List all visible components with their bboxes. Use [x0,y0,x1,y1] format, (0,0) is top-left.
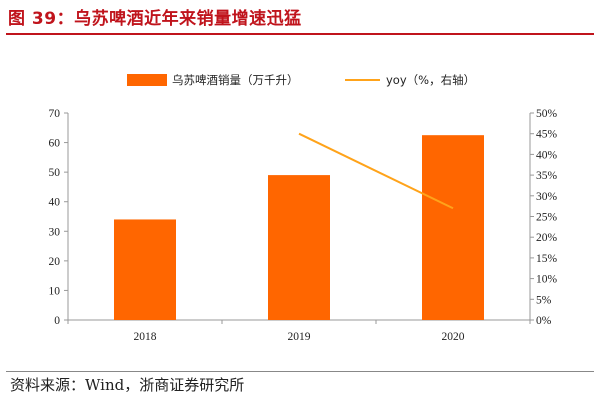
legend-label-line: yoy（%，右轴） [386,73,475,87]
right-tick-label: 5% [536,294,552,306]
legend-swatch-bar [127,74,167,86]
source-divider [6,371,594,372]
x-tick-label: 2019 [288,331,311,343]
legend-label-bar: 乌苏啤酒销量（万千升） [172,73,299,87]
left-tick-label: 60 [49,138,61,150]
left-tick-label: 70 [49,108,61,120]
left-tick-label: 40 [49,197,61,209]
yoy-line [298,132,454,210]
left-tick-label: 30 [49,226,61,238]
right-tick-label: 10% [536,274,558,286]
right-tick-label: 0% [536,315,552,327]
right-tick-label: 50% [536,108,558,120]
chart: 0 10 20 30 40 50 60 70 0% 5% 10% 15% 20% 25% 30% 35% 40%… [49,73,558,343]
right-tick-label: 15% [536,253,558,265]
x-tick-label: 2018 [134,331,157,343]
right-tick-label: 20% [536,232,558,244]
right-tick-label: 40% [536,149,558,161]
left-tick-label: 0 [54,315,60,327]
title-divider [6,33,594,35]
right-tick-label: 35% [536,170,558,182]
bar [268,175,330,320]
right-tick-label: 25% [536,212,558,224]
x-tick-label: 2020 [442,331,465,343]
bar [422,135,484,320]
left-tick-label: 10 [49,285,61,297]
chart-title: 图 39：乌苏啤酒近年来销量增速迅猛 [8,9,302,29]
left-tick-label: 50 [49,167,61,179]
right-tick-label: 30% [536,191,558,203]
left-tick-label: 20 [49,256,61,268]
source-note: 资料来源：Wind，浙商证券研究所 [10,376,245,394]
right-tick-label: 45% [536,129,558,141]
bar [114,219,176,320]
